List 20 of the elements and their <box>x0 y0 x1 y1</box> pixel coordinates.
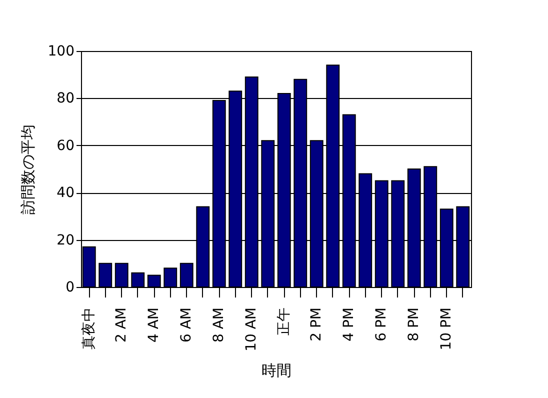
x-tick-label: 2 AM <box>114 308 130 343</box>
x-tick-label: 2 PM <box>308 308 325 342</box>
x-axis-title: 時間 <box>262 361 292 380</box>
x-tick-label: 正午 <box>276 308 292 336</box>
x-tick-label: 8 AM <box>211 308 228 343</box>
x-tick-label: 真夜中 <box>81 308 98 350</box>
x-tick-label: 10 PM <box>438 308 455 350</box>
y-tick-label: 100 <box>48 44 74 60</box>
x-tick-label: 10 AM <box>244 308 260 352</box>
x-tick-label: 4 AM <box>146 308 162 343</box>
x-tick-label: 6 AM <box>178 308 195 343</box>
x-tick-label: 6 PM <box>374 308 390 342</box>
y-axis-title: 訪問数の平均 <box>18 124 37 214</box>
y-tick-label: 20 <box>56 232 74 248</box>
x-tick-label: 8 PM <box>406 308 422 342</box>
y-tick-label: 80 <box>56 90 74 107</box>
x-tick-label: 4 PM <box>341 308 358 342</box>
y-tick-label: 60 <box>56 138 74 154</box>
y-tick-label: 0 <box>66 280 74 296</box>
y-tick-label: 40 <box>56 185 74 202</box>
